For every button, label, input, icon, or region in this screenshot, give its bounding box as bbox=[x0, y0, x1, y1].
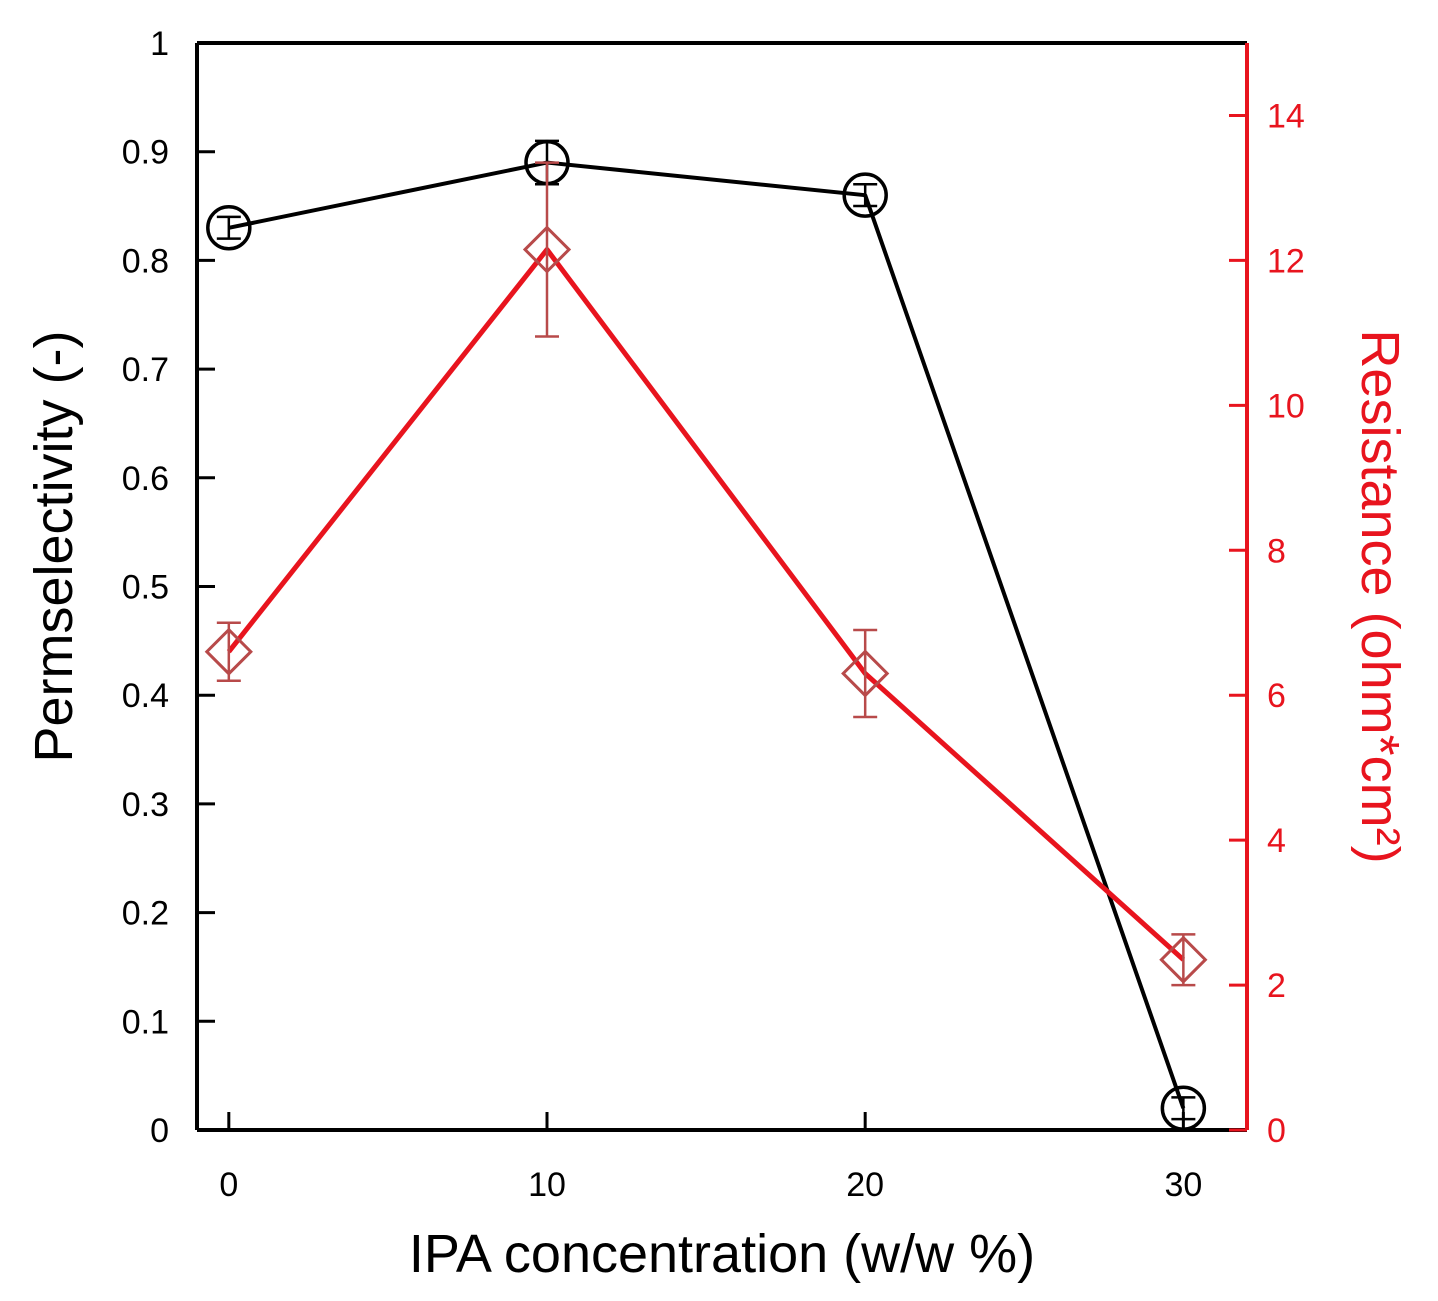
right-tick-label: 4 bbox=[1267, 822, 1286, 860]
left-tick-label: 1 bbox=[150, 25, 169, 63]
bottom-tick-label: 30 bbox=[1164, 1166, 1202, 1204]
permselectivity-line bbox=[228, 160, 1186, 1109]
bottom-tick-label: 0 bbox=[219, 1166, 238, 1204]
left-tick-label: 0.4 bbox=[122, 677, 169, 715]
right-tick-label: 10 bbox=[1267, 387, 1305, 425]
left-tick-label: 0.6 bbox=[122, 460, 169, 498]
right-tick-label: 8 bbox=[1267, 532, 1286, 570]
resistance-point bbox=[522, 225, 572, 274]
left-tick-label: 0.9 bbox=[122, 134, 169, 172]
left-tick-label: 0.2 bbox=[122, 895, 169, 933]
resistance-line bbox=[226, 247, 1186, 962]
x-axis-title: IPA concentration (w/w %) bbox=[409, 1224, 1035, 1284]
left-tick-label: 0.8 bbox=[122, 242, 169, 280]
right-tick-label: 14 bbox=[1267, 97, 1305, 135]
bottom-tick-label: 10 bbox=[528, 1166, 566, 1204]
left-tick-label: 0.3 bbox=[122, 786, 169, 824]
right-tick-label: 2 bbox=[1267, 967, 1286, 1005]
permselectivity-point bbox=[842, 172, 888, 218]
permselectivity-point bbox=[206, 205, 252, 251]
permselectivity-point bbox=[1160, 1085, 1207, 1132]
bottom-tick-label: 20 bbox=[846, 1166, 884, 1204]
left-tick-label: 0 bbox=[150, 1112, 169, 1150]
resistance-point bbox=[841, 649, 890, 698]
resistance-point bbox=[204, 627, 253, 676]
left-tick-label: 0.7 bbox=[122, 351, 169, 389]
y-right-axis-title: Resistance (ohm*cm²) bbox=[1350, 329, 1410, 863]
right-tick-label: 6 bbox=[1267, 677, 1286, 715]
resistance-point bbox=[1159, 935, 1208, 984]
right-tick-label: 12 bbox=[1267, 242, 1305, 280]
y-left-axis-title: Permselectivity (-) bbox=[24, 330, 84, 762]
right-tick-label: 0 bbox=[1267, 1112, 1286, 1150]
left-tick-label: 0.1 bbox=[122, 1003, 169, 1041]
left-tick-label: 0.5 bbox=[122, 569, 169, 607]
